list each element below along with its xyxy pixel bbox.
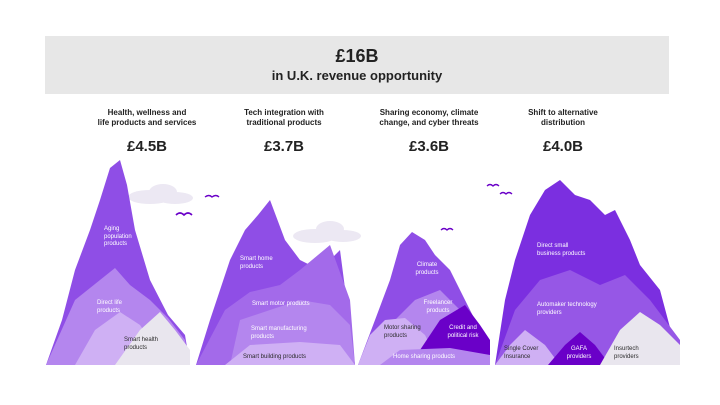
label-aging-line2: population (104, 233, 132, 240)
cloud-2 (293, 221, 361, 243)
label-home-sharing: Home sharing products (393, 354, 455, 362)
bird-3 (486, 183, 500, 187)
column-2-title-line2: traditional products (246, 118, 322, 127)
label-credit-line1: Credit and (449, 325, 477, 331)
label-smart-health: Smart health products (124, 337, 158, 352)
label-motor-sharing-line2: products (384, 332, 408, 339)
label-smart-health-line1: Smart health (124, 337, 159, 343)
column-3-title-line2: change, and cyber threats (379, 118, 479, 127)
bird-5 (440, 227, 454, 231)
column-1-amount: £4.5B (126, 138, 168, 155)
label-home-sharing-line1: Home sharing products (393, 354, 456, 360)
label-credit-political-risk: Credit and political risk (440, 325, 486, 340)
total-revenue: £16B (335, 46, 379, 66)
label-climate-line1: Climate (416, 262, 438, 268)
label-gafa-line1: GAFA (570, 346, 587, 352)
label-single-cover-line1: Single Cover (504, 346, 539, 352)
cloud-1 (128, 184, 193, 204)
bird-2 (204, 194, 220, 198)
column-1-title-line2: life products and services (97, 118, 197, 127)
label-motor-sharing: Motor sharing products (384, 325, 421, 340)
column-2-title-line1: Tech integration with (244, 108, 324, 117)
label-motor-sharing-line1: Motor sharing (384, 325, 421, 331)
label-insurtech-providers: Insurtech providers (614, 346, 639, 361)
label-freelancer-line2: products (426, 307, 450, 314)
label-credit-line2: political risk (447, 332, 479, 339)
label-automaker-technology: Automaker technology providers (537, 302, 597, 317)
label-gafa-line2: providers (566, 353, 592, 360)
column-3-heading: Sharing economy, climate change, and cyb… (359, 108, 499, 128)
mountain-3 (358, 232, 490, 365)
label-direct-life-line1: Direct life (97, 300, 123, 306)
label-smart-manufacturing: Smart manufacturing products (251, 326, 307, 341)
column-4-amount: £4.0B (542, 138, 584, 155)
revenue-banner: £16B in U.K. revenue opportunity (45, 36, 669, 94)
label-smart-manufacturing-line2: products (251, 333, 275, 340)
bird-4 (499, 191, 513, 195)
column-3-title-line1: Sharing economy, climate (379, 108, 479, 117)
label-direct-small-business: Direct small business products (537, 243, 585, 258)
label-smart-home-line1: Smart home (240, 256, 273, 262)
column-2-amount: £3.7B (263, 138, 305, 155)
label-insurtech-line1: Insurtech (614, 346, 639, 352)
column-1-title-line1: Health, wellness and (107, 108, 187, 117)
label-single-cover-line2: Insurance (504, 353, 531, 360)
label-smart-manufacturing-line1: Smart manufacturing (251, 326, 307, 332)
mountain-1 (46, 160, 190, 365)
banner-subtitle: in U.K. revenue opportunity (271, 68, 443, 83)
label-freelancer-line1: Freelancer (423, 300, 453, 306)
label-smart-motor: Smart motor products (252, 301, 310, 309)
label-direct-small-line2: business products (537, 250, 586, 257)
column-1-heading: Health, wellness and life products and s… (77, 108, 217, 128)
label-direct-small-line1: Direct small (537, 243, 569, 249)
column-4-title-line1: Shift to alternative (528, 108, 598, 117)
label-automaker-line2: providers (537, 309, 562, 316)
label-smart-home: Smart home products (240, 256, 273, 271)
label-gafa-providers: GAFA providers (557, 346, 601, 361)
label-climate: Climate products (405, 262, 449, 277)
label-direct-life-line2: products (97, 307, 121, 314)
label-aging-line1: Aging (104, 226, 120, 232)
label-direct-life: Direct life products (97, 300, 122, 315)
label-insurtech-line2: providers (614, 353, 639, 360)
label-single-cover-insurance: Single Cover Insurance (504, 346, 538, 361)
label-aging-line3: products (104, 241, 128, 247)
label-automaker-line1: Automaker technology (537, 302, 597, 308)
column-2-heading: Tech integration with traditional produc… (214, 108, 354, 128)
label-freelancer: Freelancer products (410, 300, 466, 315)
mountain-4 (495, 180, 680, 365)
bird-1 (175, 212, 193, 217)
label-smart-health-line2: products (124, 344, 148, 351)
column-4-title-line2: distribution (541, 118, 585, 127)
label-climate-line2: products (415, 269, 439, 276)
label-smart-building: Smart building products (243, 354, 306, 362)
column-4-heading: Shift to alternative distribution (493, 108, 633, 128)
label-smart-building-line1: Smart building products (243, 354, 307, 360)
column-3-amount: £3.6B (408, 138, 450, 155)
label-aging-population: Aging population products (104, 226, 132, 249)
label-smart-motor-line1: Smart motor products (252, 301, 310, 307)
label-smart-home-line2: products (240, 263, 264, 270)
mountain-2 (196, 200, 355, 365)
